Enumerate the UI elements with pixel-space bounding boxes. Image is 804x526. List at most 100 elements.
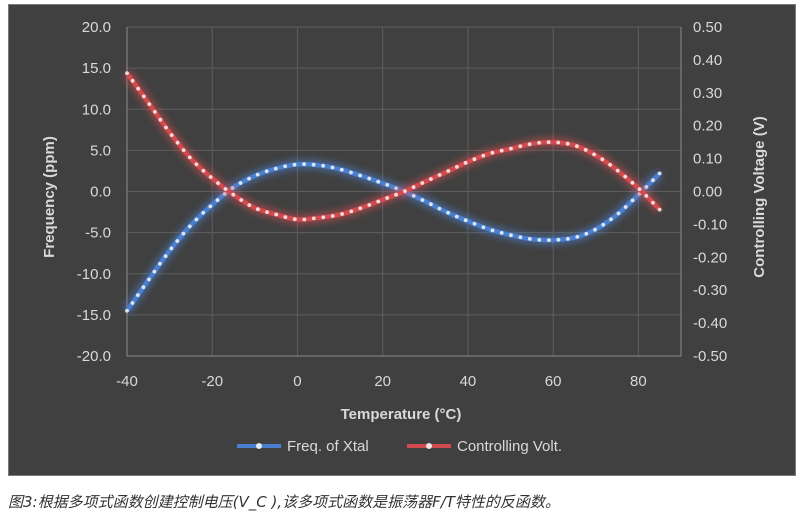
data-point — [454, 214, 459, 219]
data-point — [141, 94, 146, 99]
data-point — [420, 198, 425, 202]
data-point — [592, 152, 596, 157]
data-point — [490, 228, 495, 233]
data-point — [463, 218, 468, 223]
y2-tick-label: 0.10 — [693, 151, 722, 168]
data-point — [509, 233, 513, 238]
y2-tick-label: -0.10 — [693, 216, 727, 233]
data-point — [238, 181, 243, 185]
legend-label: Freq. of Xtal — [287, 438, 369, 455]
data-point — [518, 144, 523, 149]
y2-tick-label: -0.30 — [693, 282, 727, 299]
data-point — [153, 110, 157, 114]
data-point — [437, 206, 442, 211]
data-point — [455, 165, 459, 169]
line-chart: 20.0 15.0 10.0 5.0 0.0 -5.0 -10.0 -15.0 -20.0 0.5… — [41, 19, 768, 455]
data-point — [223, 187, 228, 191]
data-point — [147, 277, 151, 282]
data-point — [537, 140, 541, 145]
data-point — [339, 167, 344, 172]
data-point — [265, 210, 269, 215]
data-point — [158, 261, 162, 266]
data-point — [657, 207, 662, 212]
data-point — [187, 224, 192, 229]
data-point — [556, 140, 561, 145]
data-point — [311, 162, 316, 167]
data-point — [181, 148, 186, 153]
y2-tick-label: -0.50 — [693, 348, 727, 365]
data-point — [651, 200, 655, 205]
y-tick-label: 5.0 — [90, 142, 111, 159]
data-point — [376, 179, 381, 184]
data-point — [283, 164, 287, 169]
data-point — [283, 215, 288, 220]
data-point — [481, 153, 486, 158]
data-point — [256, 207, 260, 212]
series-2 — [122, 70, 664, 225]
data-point — [292, 217, 297, 222]
data-point — [215, 198, 220, 203]
data-point — [163, 254, 168, 258]
data-point — [565, 141, 570, 146]
data-point — [231, 192, 236, 197]
data-point — [201, 168, 206, 173]
data-point — [584, 231, 589, 236]
data-point — [651, 178, 655, 183]
legend-marker — [426, 443, 432, 449]
x-tick-label: -40 — [116, 373, 138, 390]
data-point — [147, 102, 152, 106]
data-point — [175, 239, 180, 243]
data-point — [247, 203, 252, 208]
data-point — [264, 169, 269, 174]
data-point — [644, 194, 649, 198]
data-point — [490, 150, 495, 155]
data-point — [630, 180, 635, 185]
data-point — [181, 231, 186, 236]
data-point — [527, 142, 532, 147]
data-point — [437, 173, 442, 177]
data-point — [201, 210, 206, 215]
series-group — [122, 70, 664, 314]
data-point — [169, 133, 174, 138]
data-point — [499, 231, 504, 235]
legend-marker — [256, 443, 262, 449]
data-point — [518, 235, 523, 240]
data-point — [349, 209, 354, 214]
data-point — [194, 217, 199, 222]
data-point — [472, 157, 477, 162]
data-point — [340, 212, 344, 216]
data-point — [556, 237, 561, 242]
y2-tick-label: -0.40 — [693, 315, 727, 332]
data-point — [247, 176, 251, 181]
data-point — [169, 246, 174, 251]
data-point — [583, 148, 588, 152]
y-tick-label: -15.0 — [77, 307, 111, 324]
y-tick-label: 10.0 — [82, 101, 111, 118]
data-point — [311, 216, 316, 221]
data-point — [130, 78, 135, 83]
data-point — [472, 221, 477, 226]
data-point — [623, 205, 628, 209]
axes: 20.0 15.0 10.0 5.0 0.0 -5.0 -10.0 -15.0 -20.0 0.5… — [77, 19, 727, 390]
y2-tick-label: 0.00 — [693, 184, 722, 201]
data-point — [575, 144, 579, 149]
data-point — [216, 181, 220, 186]
data-point — [152, 269, 157, 274]
data-point — [385, 183, 390, 187]
data-point — [385, 196, 389, 200]
legend-label: Controlling Volt. — [457, 438, 562, 455]
data-point — [429, 202, 433, 207]
y2-tick-label: 0.40 — [693, 52, 722, 69]
y-axis-title: Frequency (ppm) — [41, 136, 58, 258]
y-tick-label: 0.0 — [90, 184, 111, 201]
data-point — [630, 198, 635, 203]
data-point — [376, 199, 381, 204]
data-point — [164, 125, 168, 130]
data-point — [130, 301, 135, 305]
data-point — [358, 206, 363, 211]
data-point — [527, 237, 532, 241]
x-tick-label: 20 — [374, 373, 391, 390]
data-point — [463, 161, 468, 165]
data-point — [608, 162, 612, 167]
data-point — [616, 211, 621, 216]
